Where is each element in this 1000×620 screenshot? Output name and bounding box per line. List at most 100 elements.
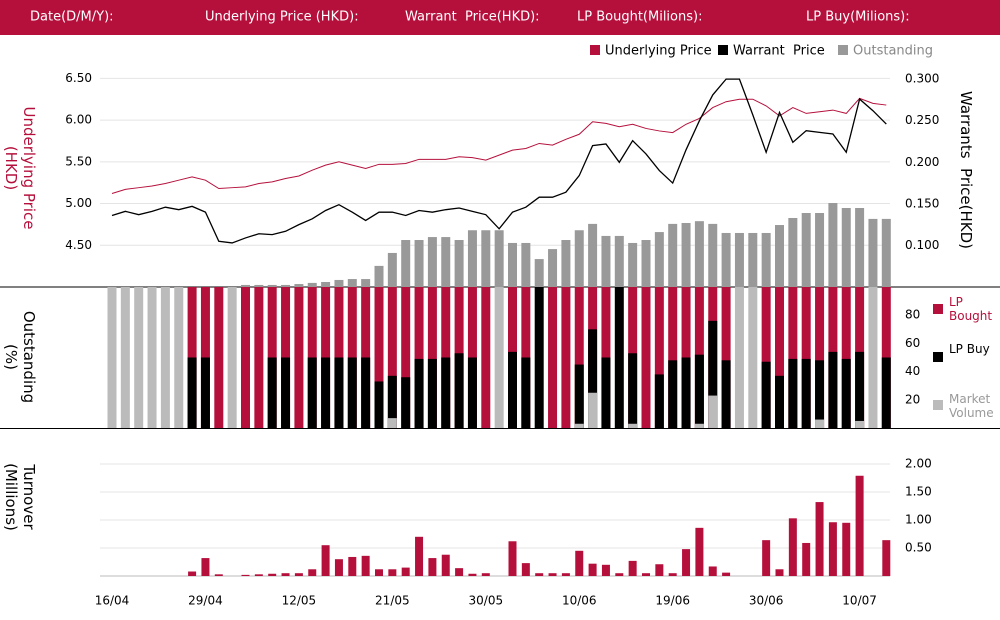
bar [294,287,304,428]
bar [694,221,704,287]
bar [387,375,397,428]
bar [761,287,771,428]
tick-label: 60 [905,336,920,350]
bar [267,284,277,287]
bar [120,287,130,428]
bar [254,574,263,576]
bar [441,554,450,576]
bar [614,235,624,287]
bar [868,287,878,428]
bar [815,212,825,287]
bar [842,522,851,576]
bar [694,423,704,428]
bar [668,573,677,576]
bar [788,217,798,287]
tick-label: 5.00 [65,196,92,210]
tick-label: 2.00 [905,457,932,471]
bar [281,573,290,576]
bar [347,357,357,428]
bar [775,287,784,428]
legend-swatch [838,45,848,55]
bar [401,240,411,287]
bar [481,287,491,428]
x-tick-label: 29/04 [188,594,223,608]
bar [695,527,704,576]
tick-label: 0.150 [905,196,939,210]
tick-label: 0.300 [905,72,939,86]
bar [668,287,678,428]
tick-label: 1.50 [905,485,932,499]
bar [775,569,784,576]
bar [855,475,864,576]
bar [721,287,731,428]
bar [654,374,664,428]
bar [641,287,651,428]
bar [374,287,384,428]
bar [588,223,598,287]
bar [628,242,638,287]
bar [374,381,384,428]
line [111,78,887,244]
bar [694,354,704,428]
bar [374,265,384,287]
bar [361,279,371,287]
bar [321,545,330,576]
bar [588,563,597,576]
tick-label: 0.200 [905,155,939,169]
bar [642,573,650,576]
y-axis-title: Turnover (Millions) [2,463,38,535]
bar [802,542,811,576]
bar [267,357,277,428]
bar [535,573,544,576]
bar [628,353,638,428]
bar [881,218,891,287]
bar [254,287,264,428]
bar [401,567,410,576]
bar [682,549,691,576]
bar [601,235,611,287]
bar [201,558,210,576]
bar [681,222,691,287]
bar [214,574,223,576]
legend-swatch [590,45,600,55]
bar [828,351,838,428]
bar [882,540,891,576]
bar [347,279,357,287]
tick-label: 4.50 [65,238,92,252]
bar [521,242,531,287]
bar [708,320,718,428]
bar [468,573,477,576]
bar [534,259,544,287]
bar [815,419,825,428]
bar [841,358,851,428]
bar [815,360,825,428]
bar [841,208,851,287]
bar [815,287,825,428]
bar [654,287,664,428]
bar [775,375,784,428]
tick-label: 6.00 [65,113,92,127]
bar [375,569,383,576]
bar [388,569,397,576]
bar [762,540,771,576]
bar [214,287,224,428]
bar [455,568,464,576]
bar [334,357,344,428]
x-tick-label: 10/06 [562,594,597,608]
bar [227,287,237,428]
bar [708,395,718,428]
bar [534,287,544,428]
bar [655,564,664,576]
bar [508,351,517,428]
header-label: Warrant Price(HKD): [405,10,540,25]
bar [401,287,411,428]
bar [134,287,144,428]
bar [734,232,744,287]
tick-label: 0.50 [905,541,932,555]
bar [828,203,838,287]
bar [574,364,584,428]
bar [561,573,570,576]
bar [681,357,691,428]
bar [414,287,424,428]
